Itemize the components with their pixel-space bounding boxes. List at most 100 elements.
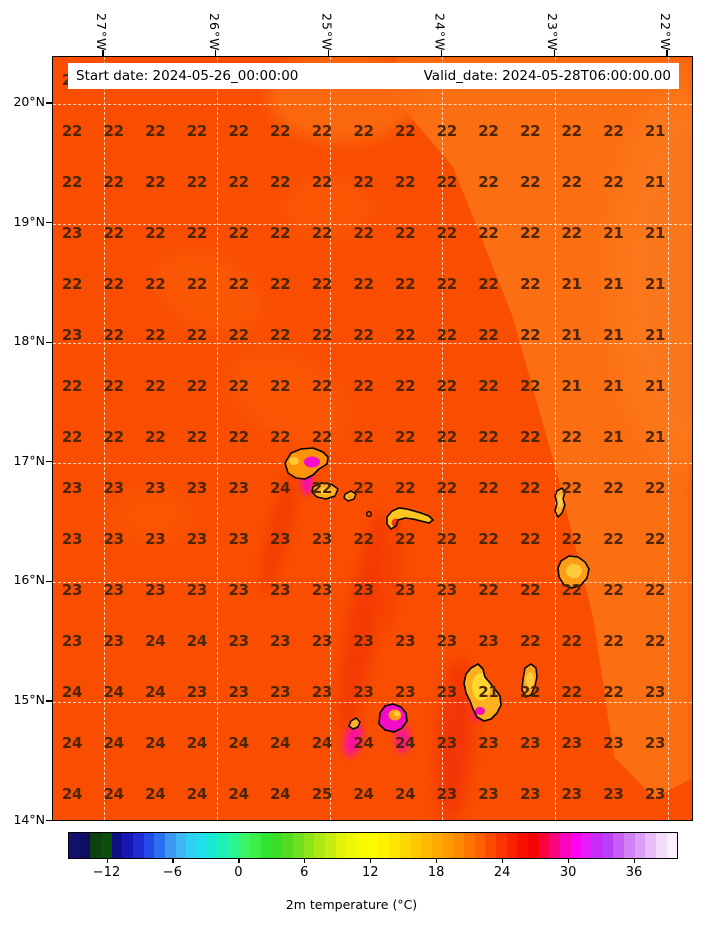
grid-temperature-value: 22 [270,377,291,395]
grid-temperature-value: 21 [644,377,666,395]
colorbar-tick-label: −6 [162,865,182,880]
grid-temperature-value: 25 [311,785,333,803]
island-santa-luzia [343,490,357,502]
colorbar-segment [634,833,646,858]
hotspot-magenta [396,725,409,753]
grid-temperature-value: 23 [228,632,249,650]
y-axis-tick [46,820,52,822]
grid-temperature-value: 22 [311,224,333,242]
colorbar-segment [623,833,635,858]
grid-temperature-value: 24 [353,734,374,752]
grid-temperature-value: 22 [519,122,541,140]
colorbar-tick-label: 18 [427,865,445,880]
grid-temperature-value: 22 [394,377,416,395]
grid-temperature-value: 22 [145,275,166,293]
grid-temperature-value: 23 [145,479,166,497]
x-axis-tick [666,50,668,56]
grid-temperature-value: 22 [270,326,291,344]
grid-temperature-value: 24 [394,785,416,803]
grid-temperature-value: 22 [311,326,333,344]
x-axis-tick [215,50,217,56]
colorbar-segment [250,833,262,858]
gridline-latitude [53,462,692,464]
grid-temperature-value: 22 [394,224,416,242]
colorbar-tick [436,859,438,863]
grid-temperature-value: 22 [478,173,499,191]
grid-temperature-value: 22 [394,326,416,344]
colorbar-segment [506,833,518,858]
grid-temperature-value: 22 [186,173,208,191]
grid-temperature-value: 21 [644,173,666,191]
grid-temperature-value: 24 [103,683,124,701]
grid-temperature-value: 22 [519,632,541,650]
colorbar-segment [431,833,443,858]
grid-temperature-value: 24 [186,632,208,650]
grid-temperature-value: 22 [519,683,541,701]
grid-temperature-value: 23 [478,785,499,803]
island-islet [365,510,373,518]
x-axis-tick [328,50,330,56]
colorbar-segment [143,833,155,858]
island-fogo [378,703,408,733]
grid-temperature-value: 22 [228,377,249,395]
colorbar-segment [133,833,144,858]
colorbar-segment [655,833,667,858]
colorbar-tick [502,859,504,863]
grid-temperature-value: 22 [644,530,666,548]
grid-temperature-value: 24 [228,785,249,803]
island-santo-antao [284,447,329,480]
grid-temperature-value: 24 [145,785,166,803]
grid-temperature-value: 24 [228,734,249,752]
grid-temperature-value: 22 [394,122,416,140]
grid-temperature-value: 23 [436,632,458,650]
colorbar-segment [474,833,486,858]
grid-temperature-value: 24 [270,734,291,752]
grid-temperature-value: 21 [644,275,666,293]
island-sal [554,487,566,518]
grid-temperature-value: 24 [61,683,83,701]
gridline-latitude [53,223,692,225]
grid-temperature-value: 24 [61,734,83,752]
colorbar-segment [122,833,134,858]
colorbar-tick-label: 36 [625,865,643,880]
grid-temperature-value: 22 [61,275,83,293]
grid-temperature-value: 23 [270,683,291,701]
grid-temperature-value: 22 [270,122,291,140]
grid-temperature-value: 24 [394,734,416,752]
grid-temperature-value: 22 [478,581,499,599]
grid-temperature-value: 22 [394,530,416,548]
grid-temperature-value: 22 [353,275,374,293]
colorbar-segment [186,833,198,858]
colorbar-segment [570,833,582,858]
grid-temperature-value: 22 [103,224,124,242]
grid-temperature-value: 23 [478,734,499,752]
island-maio [521,663,538,698]
colorbar-segment [79,833,91,858]
gridline-latitude [53,702,692,703]
grid-temperature-value: 22 [353,479,374,497]
y-axis-tick-label: 17°N [13,452,45,468]
grid-temperature-value: 23 [353,632,374,650]
colorbar-segment [421,833,432,858]
grid-temperature-value: 23 [436,581,458,599]
grid-temperature-value: 22 [436,275,458,293]
colorbar-tick-label: 6 [300,865,309,880]
gridline-latitude [53,343,692,345]
colorbar-segment [69,833,80,858]
colorbar-segment [527,833,539,858]
grid-temperature-value: 22 [519,530,541,548]
grid-temperature-value: 22 [644,632,666,650]
grid-temperature-value: 22 [353,530,374,548]
grid-temperature-value: 22 [519,581,541,599]
grid-temperature-value: 24 [145,632,166,650]
colorbar-segment [90,833,102,858]
grid-temperature-value: 22 [311,275,333,293]
grid-temperature-value: 23 [186,683,208,701]
grid-temperature-value: 23 [394,632,416,650]
colorbar-tick-label: 24 [493,865,511,880]
grid-temperature-value: 23 [103,581,124,599]
grid-temperature-value: 22 [603,683,624,701]
colorbar-tick [568,859,570,863]
colorbar-tick-label: 0 [234,865,243,880]
grid-temperature-value: 22 [436,326,458,344]
